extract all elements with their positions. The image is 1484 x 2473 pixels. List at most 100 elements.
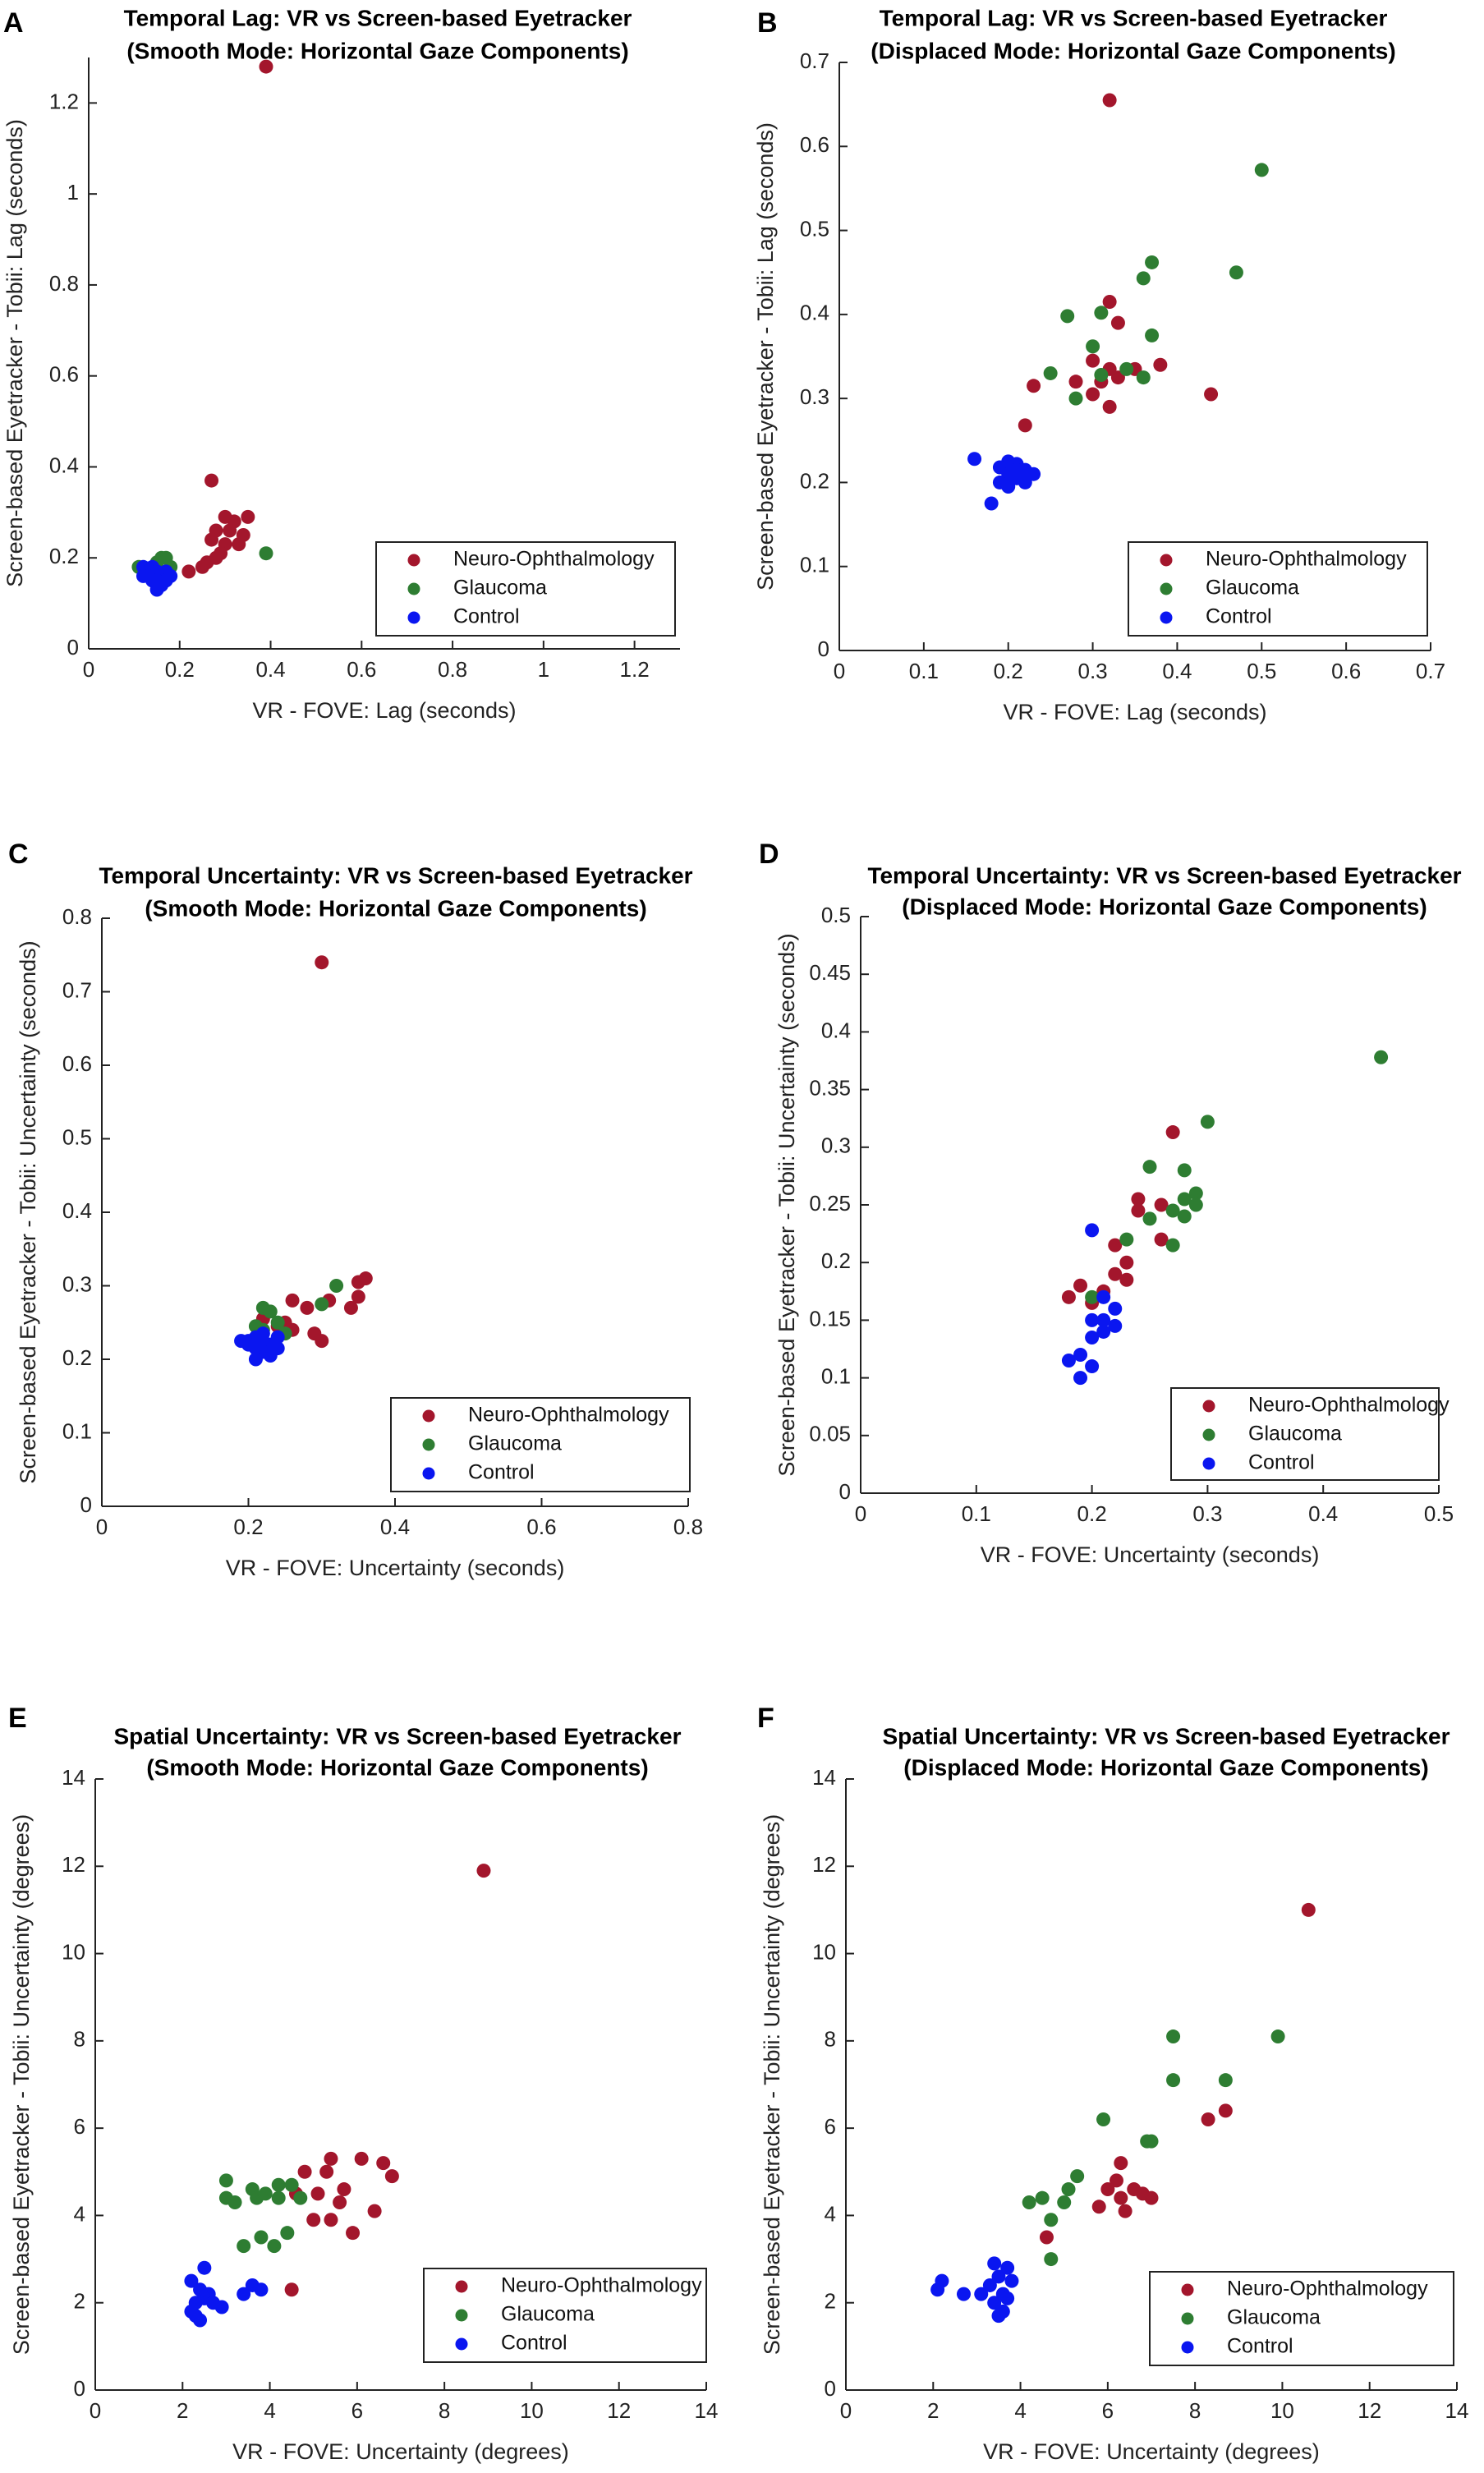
y-tick-label: 0.6 [800, 132, 829, 157]
series-glaucoma [248, 1279, 344, 1341]
y-tick-label: 0.25 [809, 1191, 851, 1216]
data-point-control [184, 2273, 199, 2288]
data-point-neuro-ophthalmology [319, 2164, 334, 2179]
data-point-glaucoma [1094, 368, 1109, 383]
data-point-neuro-ophthalmology [1153, 357, 1168, 372]
data-point-neuro-ophthalmology [1073, 1278, 1088, 1293]
y-tick-label: 12 [812, 1852, 836, 1877]
data-point-neuro-ophthalmology [310, 2186, 325, 2201]
y-tick-label: 0.2 [821, 1248, 851, 1273]
data-point-neuro-ophthalmology [324, 2213, 338, 2227]
y-tick-label: 2 [74, 2289, 85, 2314]
data-point-glaucoma [271, 2177, 286, 2192]
y-tick-label: 8 [74, 2027, 85, 2052]
data-point-control [991, 2309, 1006, 2324]
data-point-control [1073, 1348, 1088, 1363]
data-point-neuro-ophthalmology [1114, 2190, 1128, 2205]
x-tick-label: 8 [1189, 2398, 1201, 2423]
y-tick-label: 14 [812, 1765, 836, 1790]
data-point-neuro-ophthalmology [204, 532, 219, 547]
data-point-neuro-ophthalmology [1086, 353, 1100, 368]
data-point-control [1061, 1354, 1076, 1368]
series-neuro-ophthalmology [1018, 93, 1219, 433]
panel-letter: D [759, 839, 779, 870]
data-point-control [1001, 480, 1016, 494]
data-point-glaucoma [1270, 2029, 1285, 2044]
data-point-control [270, 1330, 285, 1345]
chart-title-line-2: (Smooth Mode: Horizontal Gaze Components… [145, 895, 646, 921]
data-point-control [1096, 1324, 1111, 1339]
legend: Neuro-Ophthalmology Glaucoma Control [390, 1397, 691, 1492]
y-tick-label: 0.1 [62, 1418, 92, 1443]
x-tick-label: 1.2 [620, 657, 650, 682]
x-tick-label: 12 [1358, 2398, 1381, 2423]
legend-marker-neuro-ophthalmology [422, 1409, 435, 1423]
series-control [930, 2256, 1019, 2324]
legend-label-neuro-ophthalmology: Neuro-Ophthalmology [453, 548, 655, 571]
y-tick-label: 0 [818, 637, 829, 661]
y-axis-label: Screen-based Eyetracker - Tobii: Lag (se… [2, 119, 27, 587]
data-point-control [1000, 2291, 1015, 2305]
data-point-neuro-ophthalmology [1118, 2204, 1133, 2218]
x-tick-label: 4 [1014, 2398, 1026, 2423]
data-point-glaucoma [280, 2226, 295, 2241]
data-point-control [263, 1349, 278, 1363]
data-point-neuro-ophthalmology [1204, 387, 1219, 402]
data-point-control [1085, 1330, 1100, 1345]
x-tick-label: 4 [264, 2398, 275, 2423]
data-point-glaucoma [1218, 2073, 1233, 2088]
legend-marker-neuro-ophthalmology [1160, 554, 1173, 567]
data-point-neuro-ophthalmology [1154, 1197, 1169, 1212]
legend-marker-control [422, 1467, 435, 1480]
y-tick-label: 0.8 [49, 271, 79, 296]
legend-box [390, 1397, 691, 1492]
y-tick-label: 0.8 [62, 904, 92, 929]
x-tick-label: 0 [90, 2398, 101, 2423]
x-tick-label: 1 [538, 657, 549, 682]
data-point-neuro-ophthalmology [1102, 93, 1117, 108]
data-point-neuro-ophthalmology [300, 1300, 315, 1315]
y-tick-label: 1.2 [49, 89, 79, 113]
chart-title-line-1: Spatial Uncertainty: VR vs Screen-based … [883, 1723, 1450, 1749]
legend-marker-glaucoma [422, 1438, 435, 1451]
data-point-neuro-ophthalmology [1301, 1902, 1316, 1917]
data-point-control [1108, 1301, 1123, 1316]
data-point-neuro-ophthalmology [1108, 1238, 1123, 1253]
data-point-control [987, 2256, 1002, 2271]
y-tick-label: 0.2 [800, 468, 829, 493]
chart-title-line-2: (Displaced Mode: Horizontal Gaze Compone… [903, 1754, 1428, 1780]
data-point-glaucoma [1177, 1209, 1192, 1224]
data-point-neuro-ophthalmology [284, 2282, 299, 2297]
data-point-control [163, 568, 178, 583]
series-neuro-ophthalmology [181, 59, 273, 579]
data-point-control [136, 568, 150, 583]
series-neuro-ophthalmology [1061, 1125, 1180, 1310]
data-point-glaucoma [227, 2195, 242, 2209]
legend-marker-glaucoma [455, 2309, 468, 2322]
data-point-glaucoma [270, 1315, 285, 1330]
x-tick-label: 0.6 [1331, 659, 1361, 683]
data-point-glaucoma [1119, 1232, 1134, 1247]
data-point-glaucoma [1060, 309, 1075, 324]
x-tick-label: 0 [840, 2398, 852, 2423]
data-point-glaucoma [1166, 2073, 1181, 2088]
legend-marker-neuro-ophthalmology [407, 554, 420, 567]
data-point-glaucoma [293, 2190, 308, 2205]
data-point-glaucoma [263, 1304, 278, 1319]
x-tick-label: 8 [439, 2398, 450, 2423]
data-point-glaucoma [1044, 2252, 1059, 2267]
series-glaucoma [218, 2173, 308, 2254]
panel-letter: A [3, 7, 24, 39]
data-point-glaucoma [1044, 2213, 1059, 2227]
x-tick-label: 0.3 [1192, 1501, 1222, 1526]
y-tick-label: 0.3 [62, 1271, 92, 1296]
legend-box [1149, 2271, 1454, 2366]
y-axis-label: Screen-based Eyetracker - Tobii: Uncerta… [16, 940, 40, 1483]
y-tick-label: 12 [62, 1852, 85, 1877]
data-point-glaucoma [237, 2239, 251, 2254]
data-point-glaucoma [1254, 163, 1269, 177]
y-tick-label: 0 [74, 2376, 85, 2401]
data-point-control [930, 2282, 945, 2297]
x-axis-label: VR - FOVE: Lag (seconds) [252, 698, 516, 723]
data-point-glaucoma [271, 2190, 286, 2205]
